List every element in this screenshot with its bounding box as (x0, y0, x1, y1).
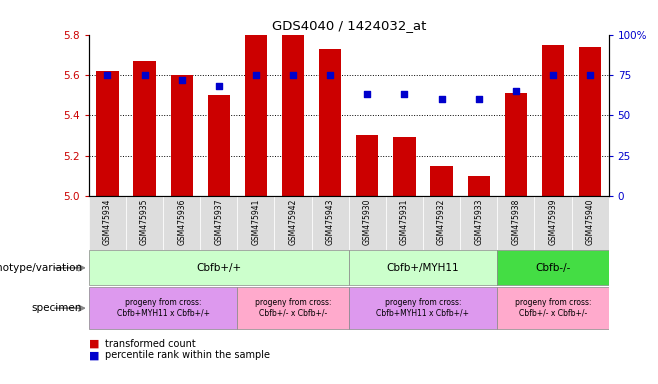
Text: transformed count: transformed count (105, 339, 196, 349)
Text: GSM475934: GSM475934 (103, 199, 112, 245)
Bar (497, 196, 534, 250)
Title: GDS4040 / 1424032_at: GDS4040 / 1424032_at (272, 19, 426, 32)
Bar (126, 196, 163, 250)
Text: Cbfb+/MYH11: Cbfb+/MYH11 (387, 263, 459, 273)
Bar (89, 250, 349, 285)
Bar (542, 45, 564, 196)
Text: percentile rank within the sample: percentile rank within the sample (105, 350, 270, 360)
Point (547, 72, 558, 78)
Point (288, 72, 298, 78)
Text: progeny from cross:
Cbfb+MYH11 x Cbfb+/+: progeny from cross: Cbfb+MYH11 x Cbfb+/+ (376, 298, 470, 318)
Point (399, 91, 410, 97)
Bar (200, 196, 238, 250)
Bar (349, 250, 497, 285)
Point (251, 72, 261, 78)
Bar (312, 196, 349, 250)
Text: progeny from cross:
Cbfb+/- x Cbfb+/-: progeny from cross: Cbfb+/- x Cbfb+/- (255, 298, 331, 318)
Text: ■: ■ (89, 350, 99, 360)
Bar (423, 196, 460, 250)
Text: progeny from cross:
Cbfb+MYH11 x Cbfb+/+: progeny from cross: Cbfb+MYH11 x Cbfb+/+ (116, 298, 210, 318)
Bar (208, 95, 230, 196)
Bar (497, 250, 609, 285)
Text: GSM475930: GSM475930 (363, 199, 372, 245)
Bar (579, 47, 601, 196)
Bar (460, 196, 497, 250)
Text: GSM475933: GSM475933 (474, 199, 483, 245)
Bar (319, 49, 342, 196)
Point (102, 72, 113, 78)
Text: GSM475935: GSM475935 (140, 199, 149, 245)
Point (325, 72, 336, 78)
Text: Cbfb+/+: Cbfb+/+ (196, 263, 241, 273)
Bar (430, 166, 453, 196)
Point (139, 72, 150, 78)
Text: GSM475932: GSM475932 (437, 199, 446, 245)
Point (362, 91, 372, 97)
Bar (497, 287, 609, 329)
Text: GSM475943: GSM475943 (326, 199, 335, 245)
Text: GSM475942: GSM475942 (289, 199, 297, 245)
Point (473, 96, 484, 102)
Bar (89, 196, 126, 250)
Bar (170, 75, 193, 196)
Bar (163, 196, 200, 250)
Bar (468, 176, 490, 196)
Bar (505, 93, 527, 196)
Text: GSM475939: GSM475939 (549, 199, 557, 245)
Bar (349, 196, 386, 250)
Bar (89, 287, 238, 329)
Bar (534, 196, 572, 250)
Bar (238, 196, 274, 250)
Text: GSM475941: GSM475941 (251, 199, 261, 245)
Bar (274, 196, 312, 250)
Text: GSM475938: GSM475938 (511, 199, 520, 245)
Text: progeny from cross:
Cbfb+/- x Cbfb+/-: progeny from cross: Cbfb+/- x Cbfb+/- (515, 298, 591, 318)
Point (511, 88, 521, 94)
Bar (96, 71, 118, 196)
Text: GSM475936: GSM475936 (177, 199, 186, 245)
Point (585, 72, 595, 78)
Point (213, 83, 224, 89)
Bar (282, 35, 304, 196)
Bar (134, 61, 156, 196)
Text: genotype/variation: genotype/variation (0, 263, 82, 273)
Bar (349, 287, 497, 329)
Bar (356, 136, 378, 196)
Bar (245, 35, 267, 196)
Text: GSM475940: GSM475940 (586, 199, 595, 245)
Text: GSM475937: GSM475937 (215, 199, 223, 245)
Bar (393, 137, 416, 196)
Text: specimen: specimen (32, 303, 82, 313)
Text: GSM475931: GSM475931 (400, 199, 409, 245)
Bar (238, 287, 349, 329)
Point (176, 77, 187, 83)
Text: Cbfb-/-: Cbfb-/- (535, 263, 570, 273)
Text: ■: ■ (89, 339, 99, 349)
Point (436, 96, 447, 102)
Bar (572, 196, 609, 250)
Bar (386, 196, 423, 250)
